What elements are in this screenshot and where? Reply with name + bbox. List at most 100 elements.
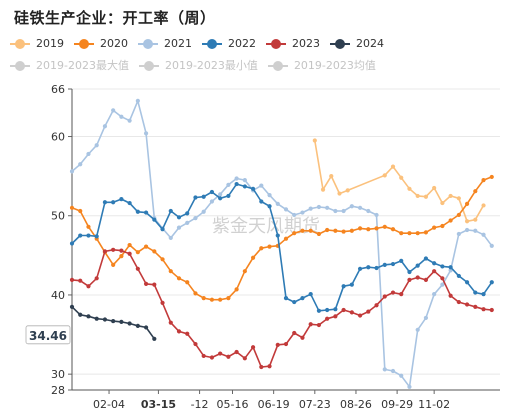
data-point-2021 [382, 367, 387, 372]
data-point-2022 [440, 264, 445, 269]
data-point-2021 [357, 205, 363, 210]
data-point-2023 [127, 251, 132, 256]
data-point-2021 [135, 98, 140, 103]
data-point-2022 [423, 256, 429, 261]
legend-item-max[interactable]: 2019-2023最大值 [10, 56, 129, 76]
data-point-2021 [267, 193, 272, 198]
data-point-2020 [250, 255, 256, 260]
data-point-2022 [333, 307, 338, 312]
legend-label: 2019-2023均值 [293, 59, 376, 72]
data-point-2023 [234, 349, 239, 355]
data-point-2020 [119, 254, 124, 259]
legend-marker-icon [74, 39, 94, 49]
data-point-2021 [292, 212, 297, 218]
x-tick-label: 05-16 [217, 398, 249, 411]
data-point-2023 [415, 275, 420, 280]
data-point-2022 [349, 282, 354, 287]
data-point-2021 [349, 204, 354, 209]
data-point-2023 [250, 345, 256, 350]
data-point-2021 [341, 208, 346, 214]
legend-item-y2023[interactable]: 2023 [266, 34, 320, 54]
data-point-2021 [432, 292, 437, 297]
data-point-2020 [209, 297, 215, 302]
data-point-2019 [440, 200, 445, 206]
legend-item-y2020[interactable]: 2020 [74, 34, 128, 54]
data-point-2023 [464, 302, 470, 307]
x-tick-label: 11-02 [418, 398, 450, 411]
data-point-2023 [275, 342, 280, 347]
x-tick-label: 03-15 [141, 398, 176, 411]
data-point-2020 [473, 189, 478, 194]
data-point-2020 [259, 246, 264, 251]
data-point-2020 [292, 231, 297, 236]
data-point-2020 [464, 201, 470, 206]
data-point-2020 [415, 231, 420, 236]
data-point-2021 [300, 210, 305, 215]
data-point-2023 [407, 277, 412, 282]
data-point-2022 [399, 258, 404, 263]
data-point-2020 [325, 227, 330, 233]
data-point-2020 [267, 244, 272, 249]
data-point-2022 [168, 208, 173, 214]
legend-item-y2022[interactable]: 2022 [202, 34, 256, 54]
data-point-2021 [94, 143, 99, 148]
data-point-2021 [456, 231, 461, 237]
data-point-2023 [382, 294, 387, 299]
data-point-2021 [127, 118, 132, 123]
data-point-2021 [119, 114, 124, 119]
data-point-2022 [382, 262, 387, 267]
data-point-2024 [143, 325, 149, 330]
data-point-2020 [440, 223, 445, 229]
legend-item-y2019[interactable]: 2019 [10, 34, 64, 54]
data-point-2020 [399, 231, 404, 236]
data-point-2021 [390, 368, 396, 374]
y-tick-label: 50 [51, 210, 65, 223]
data-point-2023 [283, 341, 289, 347]
legend-marker-icon [330, 39, 350, 49]
legend-label: 2022 [228, 37, 256, 50]
data-point-2020 [160, 257, 165, 262]
data-point-2022 [407, 269, 412, 275]
legend-label: 2019-2023最小值 [164, 59, 258, 72]
data-point-2020 [234, 287, 239, 292]
y-tick-label: 66 [51, 83, 65, 96]
data-point-2022 [135, 209, 140, 214]
data-point-2020 [366, 227, 371, 232]
data-point-2020 [152, 249, 157, 254]
data-point-2020 [185, 280, 190, 285]
data-point-2022 [283, 296, 289, 301]
data-point-2023 [185, 331, 190, 336]
data-point-2020 [390, 227, 396, 232]
legend-label: 2021 [164, 37, 192, 50]
data-point-2023 [316, 322, 322, 328]
data-point-2021 [399, 373, 404, 378]
legend-item-y2021[interactable]: 2021 [138, 34, 192, 54]
y-tick-label: 30 [51, 368, 65, 381]
legend-label: 2019 [36, 37, 64, 50]
legend-item-min[interactable]: 2019-2023最小值 [138, 56, 258, 76]
data-point-2022 [464, 280, 470, 285]
legend-label: 2019-2023最大值 [36, 59, 129, 72]
data-point-2019 [407, 186, 412, 191]
data-point-2022 [432, 261, 437, 266]
legend-label: 2020 [100, 37, 128, 50]
data-point-2022 [300, 296, 305, 301]
x-tick-label: 07-23 [299, 398, 331, 411]
data-point-2019 [456, 196, 461, 201]
data-point-2020 [333, 228, 338, 233]
data-point-2022 [160, 227, 165, 232]
legend-item-y2024[interactable]: 2024 [330, 34, 384, 54]
data-point-2020 [226, 296, 231, 301]
data-point-2023 [473, 304, 478, 309]
data-point-2020 [193, 291, 198, 296]
data-point-2020 [283, 236, 289, 241]
data-point-2024 [69, 304, 75, 309]
legend-item-avg[interactable]: 2019-2023均值 [267, 56, 376, 76]
data-point-2021 [111, 108, 116, 113]
chart-title: 硅铁生产企业：开工率（周） [14, 9, 216, 27]
data-point-2021 [242, 177, 247, 183]
legend-marker-icon [10, 39, 30, 49]
data-point-2022 [366, 265, 371, 270]
data-point-2023 [102, 249, 108, 254]
data-point-2022 [176, 215, 182, 220]
